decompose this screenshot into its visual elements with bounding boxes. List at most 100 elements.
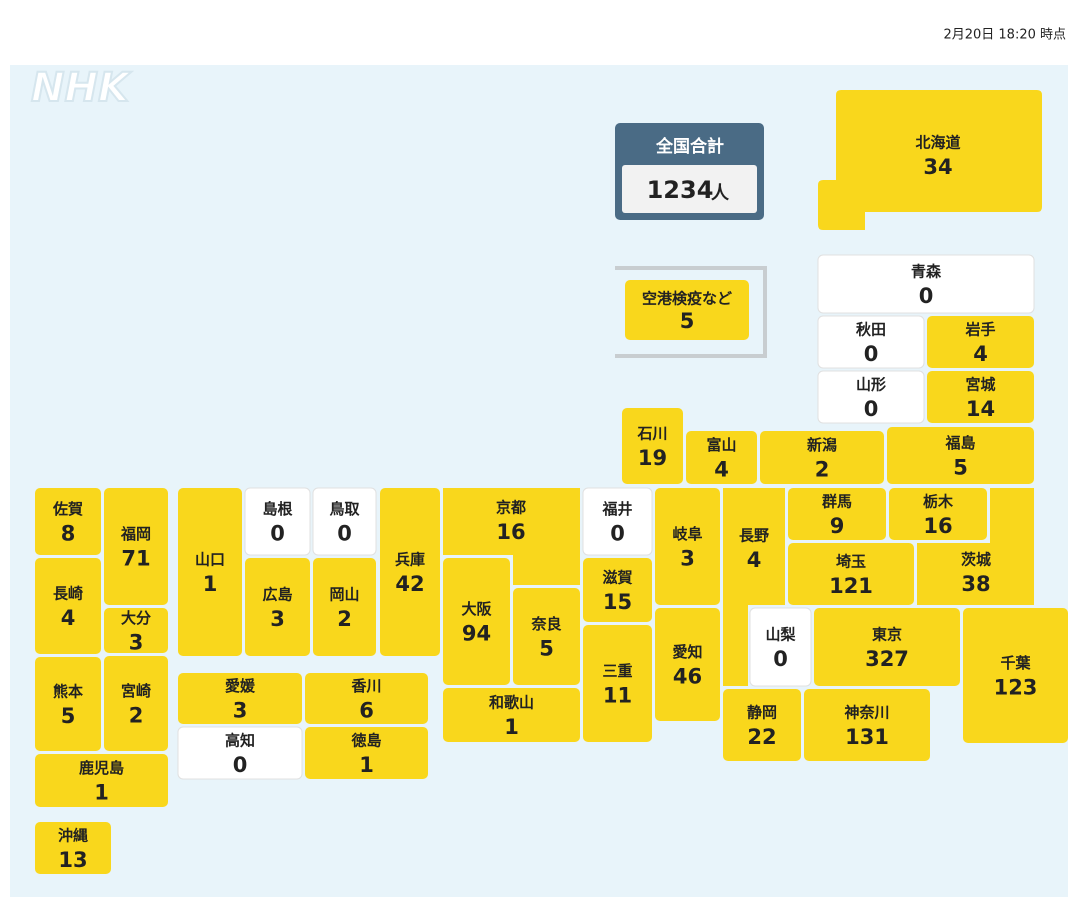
prefecture-tile (177, 726, 303, 780)
prefecture-tile (178, 488, 242, 656)
prefecture-value: 1 (359, 753, 374, 777)
prefecture-name: 愛媛 (225, 677, 256, 695)
prefecture-name: 福岡 (120, 525, 151, 543)
prefecture-name: 静岡 (747, 704, 777, 722)
timestamp: 2月20日 18:20 時点 (943, 28, 1066, 43)
prefecture-name: 鹿児島 (79, 759, 124, 777)
prefecture-tile (889, 488, 987, 540)
prefecture-tile (305, 727, 428, 779)
prefecture-value: 1 (94, 781, 109, 805)
prefecture-value: 3 (129, 631, 144, 655)
prefecture-name: 広島 (262, 586, 292, 604)
prefecture-value: 5 (953, 456, 968, 480)
prefecture-tile (313, 558, 376, 656)
other-value: 5 (680, 309, 695, 333)
prefecture-value: 3 (680, 547, 695, 571)
prefecture-name: 神奈川 (844, 704, 889, 722)
prefecture-tile (583, 558, 652, 622)
prefecture-tile (723, 488, 785, 686)
prefecture-tile (622, 408, 683, 484)
prefecture-tile (443, 688, 580, 742)
prefecture-value: 0 (233, 753, 248, 777)
prefecture-value: 1 (504, 715, 519, 739)
prefecture-name: 栃木 (923, 493, 954, 511)
prefecture-value: 94 (462, 622, 491, 646)
prefecture-value: 5 (539, 637, 554, 661)
prefecture-tile (887, 427, 1034, 484)
prefecture-name: 石川 (636, 425, 667, 443)
prefecture-value: 38 (961, 572, 990, 596)
prefecture-value: 19 (638, 446, 667, 470)
prefecture-name: 宮城 (965, 376, 995, 394)
prefecture-value: 2 (337, 607, 352, 631)
prefecture-name: 兵庫 (395, 551, 425, 569)
prefecture-value: 22 (747, 725, 776, 749)
prefecture-name: 大分 (121, 609, 151, 627)
prefecture-value: 0 (773, 647, 788, 671)
prefecture-value: 4 (973, 342, 988, 366)
prefecture-tile (244, 487, 311, 556)
total-value: 1234 (647, 176, 714, 204)
logo: NHK (31, 65, 132, 111)
prefecture-value: 4 (61, 606, 76, 630)
prefecture-tile (104, 656, 168, 751)
prefecture-name: 秋田 (856, 321, 886, 339)
prefecture-tile (723, 689, 801, 761)
prefecture-name: 岐阜 (672, 525, 702, 543)
prefecture-tile (760, 431, 884, 484)
prefecture-tile (443, 488, 580, 585)
prefecture-value: 2 (129, 704, 144, 728)
prefecture-name: 岡山 (329, 586, 359, 604)
prefecture-name: 大阪 (461, 600, 492, 618)
prefecture-name: 三重 (602, 662, 632, 680)
prefecture-name: 佐賀 (52, 500, 83, 518)
prefecture-tile (655, 608, 720, 721)
prefecture-tile (35, 657, 101, 751)
prefecture-name: 山梨 (765, 626, 795, 644)
prefecture-value: 46 (673, 665, 702, 689)
prefecture-name: 埼玉 (836, 553, 866, 571)
prefecture-tile (380, 488, 440, 656)
prefecture-tile (749, 607, 812, 687)
prefecture-name: 千葉 (1000, 654, 1031, 672)
prefecture-tile (963, 608, 1068, 743)
prefecture-value: 0 (610, 522, 625, 546)
prefecture-value: 4 (714, 458, 729, 482)
prefecture-name: 宮崎 (121, 682, 151, 700)
prefecture-value: 1 (203, 572, 218, 596)
prefecture-name: 高知 (225, 732, 255, 750)
prefecture-tile (788, 543, 914, 605)
prefecture-name: 北海道 (915, 134, 960, 152)
prefecture-name: 東京 (872, 626, 902, 644)
prefecture-value: 123 (994, 676, 1038, 700)
prefecture-name: 長崎 (53, 585, 83, 603)
total-unit: 人 (711, 183, 730, 204)
prefecture-name: 富山 (706, 436, 736, 454)
prefecture-tile (178, 673, 302, 724)
prefecture-tile (443, 558, 510, 685)
prefecture-value: 71 (121, 547, 150, 571)
prefecture-name: 山形 (856, 376, 886, 394)
prefecture-value: 0 (919, 284, 934, 308)
prefecture-tile (35, 754, 168, 807)
other-frame (615, 266, 767, 358)
prefecture-name: 熊本 (53, 683, 83, 701)
prefecture-tile (35, 558, 101, 654)
prefecture-value: 34 (923, 155, 952, 179)
prefecture-value: 0 (337, 522, 352, 546)
total-inner (622, 165, 757, 213)
prefecture-tile (814, 608, 960, 686)
prefecture-tile (312, 487, 377, 556)
prefecture-tile (513, 588, 580, 685)
prefecture-tile (804, 689, 930, 761)
prefecture-name: 和歌山 (489, 694, 534, 712)
prefecture-tile (788, 488, 886, 540)
prefecture-name: 新潟 (807, 436, 837, 454)
prefecture-value: 0 (270, 522, 285, 546)
prefecture-name: 福井 (601, 500, 632, 518)
prefecture-value: 16 (923, 514, 952, 538)
prefecture-value: 15 (603, 590, 632, 614)
prefecture-value: 327 (865, 647, 909, 671)
prefecture-tile (817, 370, 925, 424)
